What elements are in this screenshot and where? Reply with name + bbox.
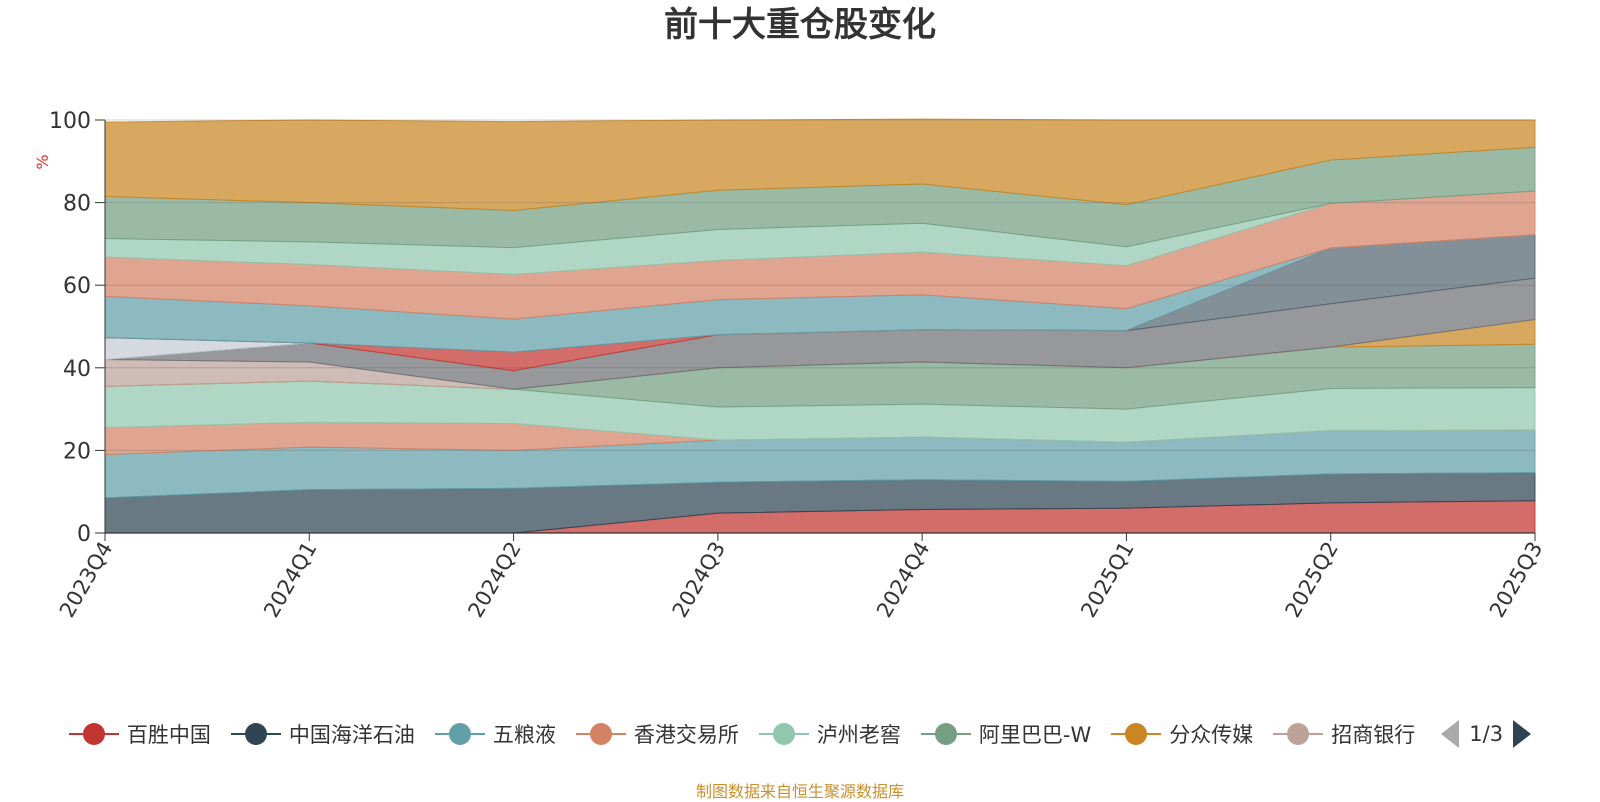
x-tick-label-2024Q3: 2024Q3: [668, 538, 730, 622]
area-series-16[interactable]: [104, 118, 1536, 211]
legend-marker-icon: [1111, 722, 1162, 746]
legend-marker-icon: [230, 722, 281, 746]
legend-prev-page-icon[interactable]: [1441, 720, 1460, 748]
x-tick-label-2025Q3: 2025Q3: [1485, 538, 1547, 622]
legend-item-1[interactable]: 中国海洋石油: [230, 719, 415, 749]
legend: 百胜中国 中国海洋石油 五粮液 香港交易所 泸州老窖 阿里巴巴-W 分众传媒 招商银行 1/3: [0, 715, 1600, 753]
legend-item-4[interactable]: 泸州老窖: [758, 719, 901, 749]
legend-item-2[interactable]: 五粮液: [434, 719, 556, 749]
y-tick-label-60: 60: [63, 274, 91, 299]
legend-label: 分众传媒: [1169, 723, 1254, 747]
x-tick-label-2024Q2: 2024Q2: [463, 538, 525, 622]
chart-title: 前十大重仓股变化: [664, 5, 936, 45]
legend-label: 阿里巴巴-W: [978, 723, 1092, 747]
y-tick-label-0: 0: [77, 522, 91, 547]
legend-next-page-icon[interactable]: [1513, 720, 1532, 748]
y-axis-label: %: [33, 154, 52, 169]
legend-marker-icon: [1273, 722, 1324, 746]
x-tick-label-2024Q4: 2024Q4: [872, 538, 934, 622]
legend-label: 五粮液: [492, 723, 556, 747]
x-tick-label-2025Q1: 2025Q1: [1076, 538, 1138, 622]
legend-page-indicator: 1/3: [1469, 722, 1504, 746]
legend-label: 中国海洋石油: [288, 723, 415, 747]
legend-marker-icon: [575, 722, 626, 746]
legend-item-3[interactable]: 香港交易所: [575, 719, 739, 749]
legend-marker-icon: [758, 722, 809, 746]
y-tick-label-40: 40: [63, 357, 91, 382]
legend-item-5[interactable]: 阿里巴巴-W: [920, 719, 1092, 749]
legend-marker-icon: [68, 722, 119, 746]
legend-item-0[interactable]: 百胜中国: [68, 719, 211, 749]
legend-items: 百胜中国 中国海洋石油 五粮液 香港交易所 泸州老窖 阿里巴巴-W 分众传媒 招商银行: [68, 719, 1435, 749]
data-source-note: 制图数据来自恒生聚源数据库: [695, 782, 904, 801]
y-tick-label-100: 100: [49, 109, 91, 134]
legend-label: 招商银行: [1331, 723, 1416, 747]
legend-label: 泸州老窖: [816, 723, 901, 747]
legend-label: 百胜中国: [126, 723, 211, 747]
y-tick-label-20: 20: [63, 439, 91, 464]
legend-item-7[interactable]: 招商银行: [1273, 719, 1415, 749]
legend-marker-icon: [434, 722, 485, 746]
y-tick-label-80: 80: [63, 192, 91, 217]
x-tick-label-2023Q4: 2023Q4: [55, 538, 117, 622]
legend-item-6[interactable]: 分众传媒: [1111, 719, 1253, 749]
legend-label: 香港交易所: [633, 723, 739, 747]
x-tick-label-2025Q2: 2025Q2: [1281, 538, 1343, 622]
legend-pager: 1/3: [1441, 720, 1532, 748]
area-series-group: [104, 118, 1536, 534]
legend-marker-icon: [920, 722, 971, 746]
x-tick-label-2024Q1: 2024Q1: [259, 538, 321, 622]
